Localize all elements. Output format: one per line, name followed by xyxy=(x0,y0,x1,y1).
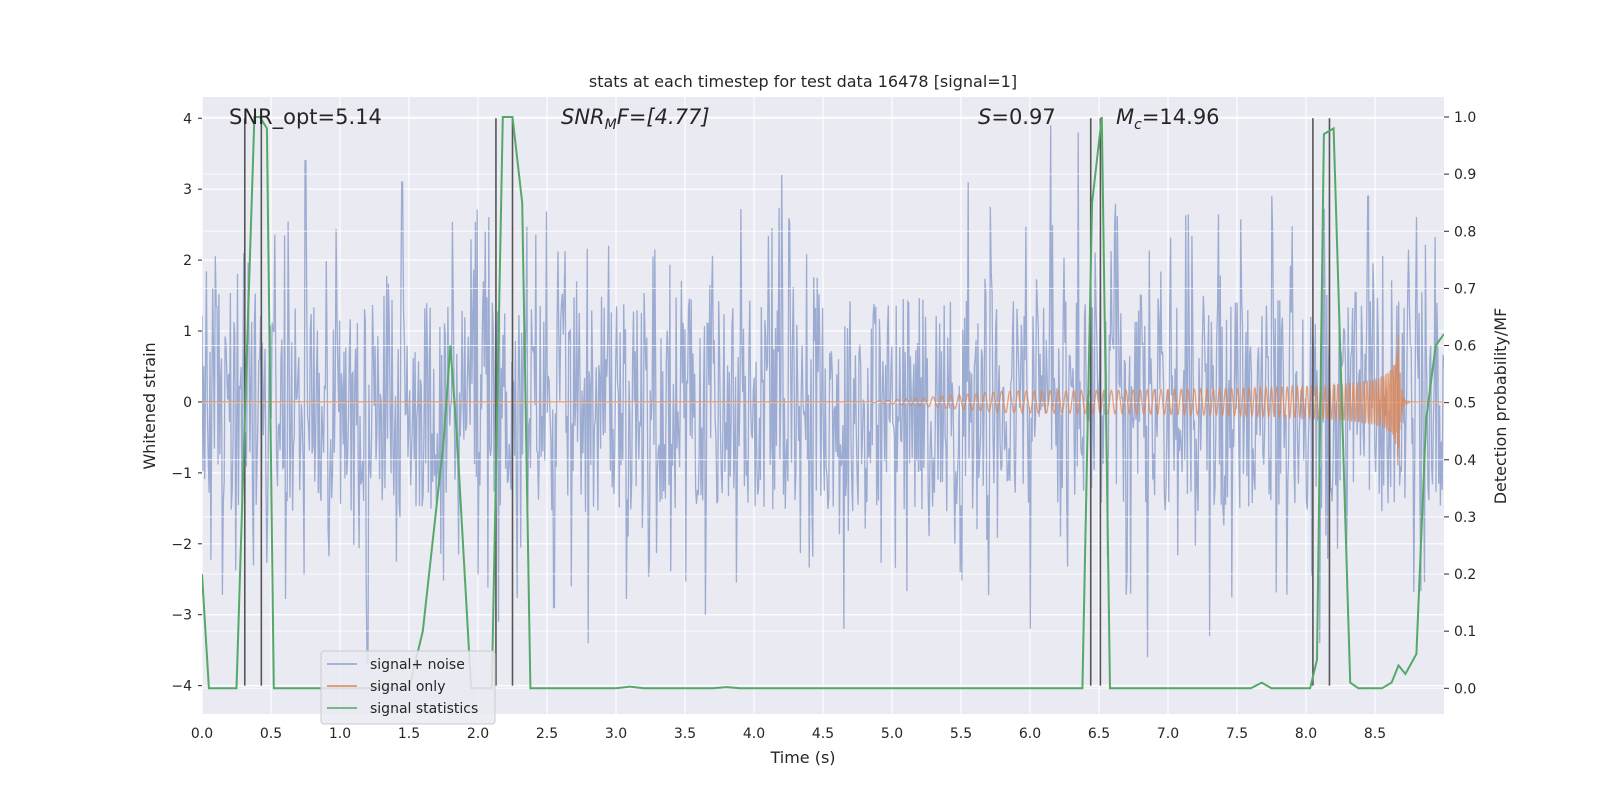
y-tick-label: −3 xyxy=(171,608,192,624)
chirp-trace xyxy=(202,334,1444,466)
y-tick-label: 2 xyxy=(183,253,192,269)
x-tick-label: 1.0 xyxy=(329,726,351,742)
y-tick-label: 3 xyxy=(183,182,192,198)
y-tick-label: 1 xyxy=(183,324,192,340)
y-tick-label: −1 xyxy=(171,466,192,482)
x-tick-label: 6.0 xyxy=(1019,726,1041,742)
x-tick-label: 2.0 xyxy=(467,726,489,742)
y2-tick-label: 0.8 xyxy=(1454,224,1476,240)
y-tick-label: 0 xyxy=(183,395,192,411)
vertical-markers xyxy=(243,118,1331,686)
y2-tick-label: 0.4 xyxy=(1454,453,1476,469)
signal-noise-series xyxy=(202,125,1444,666)
signal-only-series xyxy=(202,334,1444,466)
legend-box xyxy=(320,650,496,725)
y-tick-label: 4 xyxy=(183,111,192,127)
x-tick-label: 4.0 xyxy=(743,726,765,742)
y2-tick-label: 0.7 xyxy=(1454,281,1476,297)
noise-trace xyxy=(202,125,1444,666)
grid-overlay xyxy=(202,116,1444,689)
x-tick-label: 2.5 xyxy=(536,726,558,742)
x-tick-label: 3.5 xyxy=(674,726,696,742)
y2-tick-label: 0.1 xyxy=(1454,624,1476,640)
y-axis-label: Whitened strain xyxy=(140,342,159,469)
snr-opt-annotation: SNR_opt=5.14 xyxy=(229,105,382,130)
x-tick-label: 3.0 xyxy=(605,726,627,742)
y2-tick-label: 1.0 xyxy=(1454,110,1476,126)
y-axis-ticks: −4 −3 −2 −1 0 1 2 3 4 xyxy=(171,111,202,695)
snr-mf-annotation: SNRMF=[4.77] xyxy=(561,105,710,133)
legend-label-signal: signal only xyxy=(370,679,445,695)
x-tick-label: 8.5 xyxy=(1364,726,1386,742)
y2-axis-label: Detection probability/MF xyxy=(1491,308,1510,505)
y-tick-label: −2 xyxy=(171,537,192,553)
legend-label-noise: signal+ noise xyxy=(370,657,465,673)
legend: signal+ noise signal only signal statist… xyxy=(320,650,496,725)
x-tick-label: 7.5 xyxy=(1226,726,1248,742)
x-tick-label: 5.0 xyxy=(881,726,903,742)
mc-annotation: Mc=14.96 xyxy=(1116,105,1220,133)
y2-tick-label: 0.5 xyxy=(1454,396,1476,412)
x-tick-label: 0.0 xyxy=(191,726,213,742)
y2-tick-label: 0.6 xyxy=(1454,339,1476,355)
x-tick-label: 5.5 xyxy=(950,726,972,742)
y2-tick-label: 0.3 xyxy=(1454,510,1476,526)
plot-content xyxy=(202,116,1444,690)
x-tick-label: 8.0 xyxy=(1295,726,1317,742)
legend-label-stats: signal statistics xyxy=(370,701,478,717)
chart-title: stats at each timestep for test data 164… xyxy=(589,72,1017,91)
y-tick-label: −4 xyxy=(171,679,192,695)
x-axis-label: Time (s) xyxy=(769,748,835,767)
x-tick-label: 0.5 xyxy=(260,726,282,742)
x-tick-label: 6.5 xyxy=(1088,726,1110,742)
x-tick-label: 7.0 xyxy=(1157,726,1179,742)
y2-axis-ticks: 0.0 0.1 0.2 0.3 0.4 0.5 0.6 0.7 0.8 0.9 1.0 xyxy=(1444,110,1476,697)
x-tick-label: 1.5 xyxy=(398,726,420,742)
y2-tick-label: 0.2 xyxy=(1454,567,1476,583)
x-axis-ticks: 0.0 0.5 1.0 1.5 2.0 2.5 3.0 3.5 4.0 4.5 5.0 5.5 6.0 6… xyxy=(191,726,1386,742)
y2-tick-label: 0.9 xyxy=(1454,167,1476,183)
x-tick-label: 4.5 xyxy=(812,726,834,742)
s-annotation: S=0.97 xyxy=(978,105,1056,129)
y2-tick-label: 0.0 xyxy=(1454,681,1476,697)
